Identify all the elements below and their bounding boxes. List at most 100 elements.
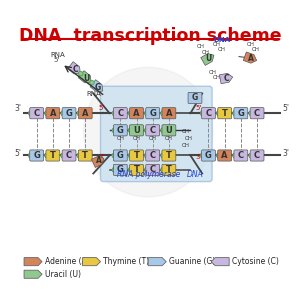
FancyBboxPatch shape [188, 92, 202, 104]
Circle shape [216, 110, 222, 116]
Polygon shape [148, 258, 166, 266]
Circle shape [144, 127, 150, 133]
Circle shape [28, 110, 34, 116]
Text: OH: OH [185, 136, 193, 141]
Polygon shape [243, 52, 257, 63]
Text: C: C [150, 126, 156, 135]
Polygon shape [24, 258, 42, 266]
FancyBboxPatch shape [162, 108, 176, 119]
FancyBboxPatch shape [162, 125, 176, 136]
Circle shape [200, 153, 206, 158]
Circle shape [232, 110, 238, 116]
Text: 3': 3' [195, 154, 201, 160]
Polygon shape [90, 80, 103, 92]
Text: OH: OH [133, 136, 140, 141]
Text: OH: OH [197, 44, 205, 50]
Text: A: A [96, 156, 102, 165]
Polygon shape [82, 258, 100, 266]
Circle shape [128, 110, 134, 116]
Polygon shape [68, 62, 80, 74]
Circle shape [61, 153, 67, 158]
Text: DNA  transcription scheme: DNA transcription scheme [19, 27, 281, 45]
Text: A: A [133, 109, 140, 118]
FancyBboxPatch shape [62, 108, 76, 119]
FancyBboxPatch shape [113, 164, 127, 175]
Text: T: T [166, 165, 172, 174]
Text: C: C [150, 151, 156, 160]
Text: C: C [150, 165, 156, 174]
Text: C: C [238, 151, 244, 160]
Text: OH: OH [165, 136, 173, 141]
FancyBboxPatch shape [146, 150, 160, 161]
Text: U: U [133, 126, 140, 135]
Text: U: U [166, 126, 172, 135]
FancyBboxPatch shape [100, 86, 212, 182]
Text: RNA: RNA [87, 91, 102, 97]
FancyBboxPatch shape [146, 108, 160, 119]
Text: 3': 3' [282, 149, 289, 158]
Circle shape [160, 153, 166, 158]
Circle shape [79, 71, 83, 76]
Circle shape [249, 153, 254, 158]
Text: Adenine (A): Adenine (A) [45, 257, 90, 266]
Text: C: C [254, 109, 260, 118]
FancyBboxPatch shape [30, 108, 44, 119]
Text: G: G [33, 151, 40, 160]
Text: A: A [166, 109, 172, 118]
Text: OH: OH [182, 129, 190, 134]
FancyBboxPatch shape [46, 150, 60, 161]
FancyBboxPatch shape [162, 150, 176, 161]
Text: Thymine (T): Thymine (T) [103, 257, 149, 266]
FancyBboxPatch shape [202, 150, 215, 161]
FancyBboxPatch shape [113, 108, 127, 119]
Text: 5': 5' [53, 57, 60, 63]
FancyBboxPatch shape [113, 150, 127, 161]
Text: 5': 5' [14, 149, 21, 158]
Circle shape [112, 153, 118, 158]
Text: A: A [221, 151, 228, 160]
Text: G: G [237, 109, 244, 118]
FancyBboxPatch shape [146, 125, 160, 136]
Circle shape [112, 127, 118, 133]
Text: C: C [206, 109, 212, 118]
Text: RNA: RNA [51, 53, 66, 59]
FancyBboxPatch shape [130, 150, 143, 161]
Text: OH: OH [213, 75, 221, 80]
Text: T: T [222, 109, 228, 118]
Text: RNA polymerase: RNA polymerase [116, 170, 180, 179]
Text: OH: OH [252, 47, 260, 52]
Circle shape [128, 167, 134, 173]
FancyBboxPatch shape [113, 125, 127, 136]
Text: OH: OH [201, 50, 209, 55]
Text: 5': 5' [282, 104, 289, 114]
Text: T: T [134, 165, 140, 174]
Text: DNA: DNA [187, 170, 203, 179]
Circle shape [144, 167, 150, 173]
FancyBboxPatch shape [46, 108, 60, 119]
Text: C: C [117, 109, 123, 118]
Circle shape [160, 167, 166, 173]
FancyBboxPatch shape [78, 150, 92, 161]
Polygon shape [92, 156, 104, 167]
Text: T: T [134, 151, 140, 160]
Text: 3': 3' [14, 104, 21, 114]
Text: G: G [117, 126, 124, 135]
Circle shape [83, 67, 213, 197]
Text: A: A [50, 109, 56, 118]
FancyBboxPatch shape [218, 150, 232, 161]
Circle shape [144, 110, 150, 116]
Text: OH: OH [208, 70, 216, 75]
FancyBboxPatch shape [30, 150, 44, 161]
Text: DNA: DNA [213, 37, 230, 43]
Text: 5': 5' [99, 104, 105, 111]
FancyBboxPatch shape [146, 164, 160, 175]
Text: U: U [205, 54, 212, 63]
FancyBboxPatch shape [62, 150, 76, 161]
Text: G: G [205, 151, 212, 160]
FancyBboxPatch shape [234, 150, 248, 161]
FancyBboxPatch shape [202, 108, 215, 119]
Circle shape [200, 110, 206, 116]
Text: Cytosine (C): Cytosine (C) [232, 257, 279, 266]
Circle shape [128, 127, 134, 133]
Text: OH: OH [213, 42, 221, 47]
